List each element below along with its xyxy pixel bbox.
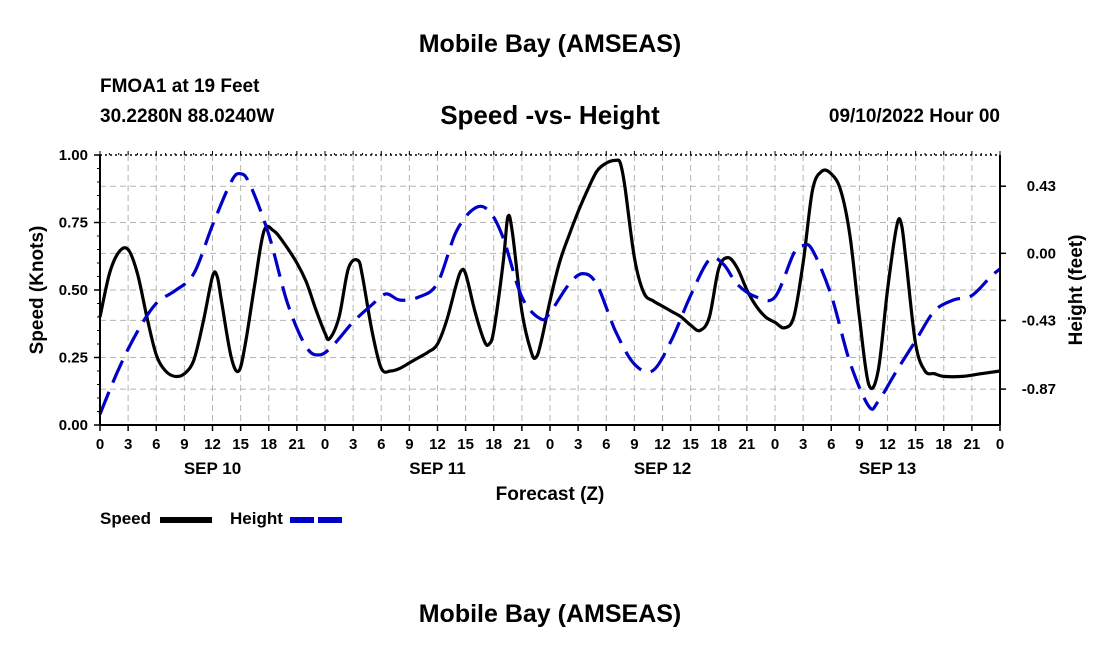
x-tick-label: 21 bbox=[289, 436, 306, 453]
x-tick-label: 3 bbox=[349, 436, 357, 453]
x-tick-label: 18 bbox=[935, 436, 952, 453]
y-tick-label-right: 0.43 bbox=[1027, 178, 1056, 195]
x-tick-label: 12 bbox=[204, 436, 221, 453]
x-tick-label: 15 bbox=[457, 436, 474, 453]
x-tick-label: 0 bbox=[546, 436, 554, 453]
x-tick-label: 21 bbox=[739, 436, 756, 453]
y-tick-label-left: 1.00 bbox=[59, 147, 88, 164]
y-axis-title-right: Height (feet) bbox=[1066, 235, 1087, 346]
x-tick-label: 3 bbox=[124, 436, 132, 453]
x-tick-label: 9 bbox=[630, 436, 638, 453]
x-tick-label: 9 bbox=[855, 436, 863, 453]
y-tick-label-left: 0.00 bbox=[59, 417, 88, 434]
x-tick-label: 3 bbox=[574, 436, 582, 453]
x-tick-label: 0 bbox=[996, 436, 1004, 453]
station-coordinates: 30.2280N 88.0240W bbox=[100, 106, 275, 127]
y-tick-label-right: -0.87 bbox=[1022, 381, 1056, 398]
x-tick-label: 9 bbox=[405, 436, 413, 453]
legend-label-height: Height bbox=[230, 509, 283, 528]
y-tick-label-right: -0.43 bbox=[1022, 312, 1056, 329]
main-title: Mobile Bay (AMSEAS) bbox=[418, 30, 682, 58]
series-line-speed bbox=[98, 158, 1001, 391]
chart-title: Speed -vs- Height bbox=[440, 100, 660, 130]
y-tick-label-left: 0.25 bbox=[59, 350, 88, 367]
x-tick-label: 12 bbox=[879, 436, 896, 453]
footer-title: Mobile Bay (AMSEAS) bbox=[418, 600, 682, 628]
x-tick-label: 15 bbox=[682, 436, 699, 453]
x-tick-label: 0 bbox=[321, 436, 329, 453]
x-tick-label: 15 bbox=[907, 436, 924, 453]
x-tick-label: 6 bbox=[152, 436, 160, 453]
x-tick-label: 21 bbox=[964, 436, 981, 453]
y-tick-label-left: 0.75 bbox=[59, 215, 88, 232]
x-tick-label: 6 bbox=[377, 436, 385, 453]
x-tick-label: 6 bbox=[602, 436, 610, 453]
x-tick-label: 12 bbox=[654, 436, 671, 453]
station-label: FMOA1 at 19 Feet bbox=[100, 76, 260, 97]
y-axis-title-left: Speed (Knots) bbox=[27, 226, 48, 355]
x-axis-title: Forecast (Z) bbox=[496, 484, 605, 505]
x-tick-label: 12 bbox=[429, 436, 446, 453]
x-tick-label: 3 bbox=[799, 436, 807, 453]
day-label: SEP 11 bbox=[409, 459, 465, 478]
x-tick-label: 0 bbox=[96, 436, 104, 453]
day-label: SEP 13 bbox=[859, 459, 916, 478]
x-tick-label: 9 bbox=[180, 436, 188, 453]
x-tick-label: 18 bbox=[260, 436, 277, 453]
forecast-datetime: 09/10/2022 Hour 00 bbox=[828, 106, 1000, 127]
x-tick-label: 21 bbox=[514, 436, 531, 453]
x-tick-label: 6 bbox=[827, 436, 835, 453]
legend-label-speed: Speed bbox=[100, 509, 152, 528]
x-tick-label: 0 bbox=[771, 436, 779, 453]
day-label: SEP 10 bbox=[184, 459, 241, 478]
day-label: SEP 12 bbox=[634, 459, 691, 478]
x-tick-label: 15 bbox=[232, 436, 249, 453]
x-tick-label: 18 bbox=[485, 436, 502, 453]
x-tick-label: 18 bbox=[710, 436, 727, 453]
y-tick-label-left: 0.50 bbox=[59, 282, 88, 299]
y-tick-label-right: 0.00 bbox=[1027, 245, 1056, 262]
